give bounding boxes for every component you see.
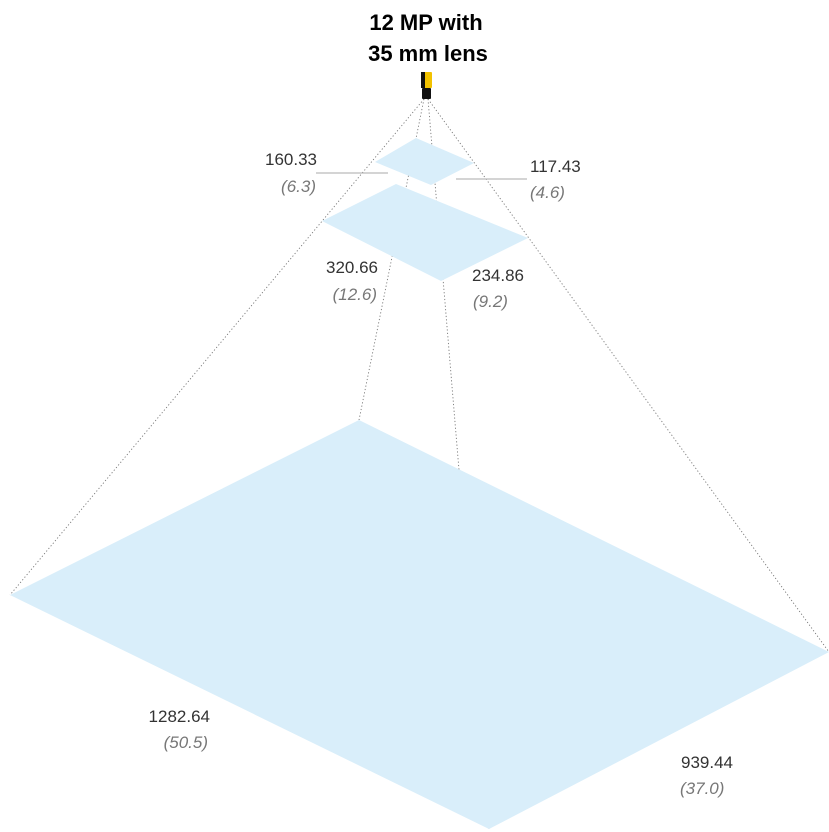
- fov-plane-large: [10, 420, 829, 829]
- camera-lens: [422, 88, 431, 99]
- camera-side: [421, 72, 425, 88]
- title-line-2: 35 mm lens: [368, 41, 488, 66]
- camera-icon: [421, 72, 432, 99]
- small-width-label: 160.33: [265, 150, 317, 169]
- large-width-label: 1282.64: [149, 707, 210, 726]
- large-height-inch-label: (37.0): [680, 779, 724, 798]
- large-width-inch-label: (50.5): [164, 733, 208, 752]
- small-height-label: 117.43: [530, 157, 581, 176]
- large-height-label: 939.44: [681, 753, 733, 772]
- medium-width-label: 320.66: [326, 258, 378, 277]
- fov-plane-small: [375, 138, 474, 185]
- fov-plane-medium: [322, 184, 528, 281]
- ray-left: [9, 98, 425, 596]
- medium-width-inch-label: (12.6): [333, 285, 377, 304]
- medium-height-inch-label: (9.2): [473, 292, 508, 311]
- title-line-1: 12 MP with: [369, 10, 482, 35]
- small-height-inch-label: (4.6): [530, 183, 565, 202]
- small-width-inch-label: (6.3): [281, 177, 316, 196]
- medium-height-label: 234.86: [472, 266, 524, 285]
